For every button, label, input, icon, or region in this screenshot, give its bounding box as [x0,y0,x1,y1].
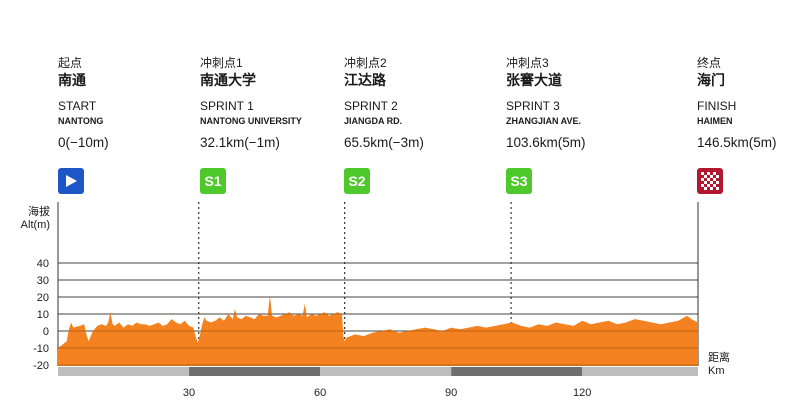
finish-marker [697,168,723,194]
point-type-en: SPRINT 3 [506,99,560,113]
point-distance: 146.5km(5m) [697,135,777,150]
y-axis-label: 海拔 Alt(m) [18,206,50,232]
point-name-en: ZHANGJIAN AVE. [506,116,582,126]
x-tick-label: 90 [445,387,457,399]
point-name-en: JIANGDA RD. [344,116,403,126]
start-point: 起点 南通 START NANTONG 0(−10m) [58,56,198,151]
point-name-cn: 海门 [697,72,725,88]
point-name-cn: 南通大学 [200,72,256,88]
point-type-en: SPRINT 1 [200,99,254,113]
sprint-3-point: 冲刺点3 张謇大道 SPRINT 3 ZHANGJIAN AVE. 103.6k… [506,56,646,151]
point-name-en: HAIMEN [697,116,733,126]
point-type-en: START [58,99,97,113]
y-tick-label: 20 [37,292,49,304]
x-tick-label: 60 [314,387,326,399]
point-type-cn: 终点 [697,56,722,70]
distance-band-segment [582,367,698,376]
y-tick-label: -20 [33,360,49,372]
point-name-cn: 江达路 [344,72,386,88]
x-axis-label: 距离 Km [708,352,730,378]
sprint-3-marker: S3 [506,168,532,194]
elevation-area [58,295,698,366]
point-distance: 32.1km(−1m) [200,135,280,150]
sprint-2-marker: S2 [344,168,370,194]
play-icon [66,175,77,187]
point-type-en: FINISH [697,99,737,113]
distance-band-segment [320,367,452,376]
x-tick-label: 120 [573,387,591,399]
sprint-1-marker: S1 [200,168,226,194]
x-axis-label-en: Km [708,365,725,377]
distance-band-segment [189,367,321,376]
sprint-1-point: 冲刺点1 南通大学 SPRINT 1 NANTONG UNIVERSITY 32… [200,56,340,151]
point-name-cn: 张謇大道 [506,72,562,88]
y-axis-label-cn: 海拔 [28,206,50,218]
point-type-cn: 冲刺点3 [506,56,549,70]
y-axis-label-en: Alt(m) [20,219,50,231]
x-tick-label: 30 [183,387,195,399]
y-tick-label: 30 [37,275,49,287]
point-distance: 103.6km(5m) [506,135,586,150]
x-axis-label-cn: 距离 [708,352,730,364]
y-tick-label: -10 [33,343,49,355]
point-type-cn: 冲刺点1 [200,56,243,70]
y-tick-label: 0 [43,326,49,338]
y-tick-label: 40 [37,258,49,270]
point-distance: 65.5km(−3m) [344,135,424,150]
point-name-en: NANTONG UNIVERSITY [200,116,302,126]
distance-band-segment [451,367,583,376]
point-type-cn: 起点 [58,56,83,70]
distance-band-segment [58,367,190,376]
finish-point: 终点 海门 FINISH HAIMEN 146.5km(5m) [697,56,797,151]
sprint-2-point: 冲刺点2 江达路 SPRINT 2 JIANGDA RD. 65.5km(−3m… [344,56,484,151]
point-type-cn: 冲刺点2 [344,56,387,70]
start-marker [58,168,84,194]
y-tick-label: 10 [37,309,49,321]
point-type-en: SPRINT 2 [344,99,398,113]
point-name-cn: 南通 [58,72,86,88]
checkered-flag-icon [701,172,719,190]
point-name-en: NANTONG [58,116,104,126]
point-distance: 0(−10m) [58,135,109,150]
